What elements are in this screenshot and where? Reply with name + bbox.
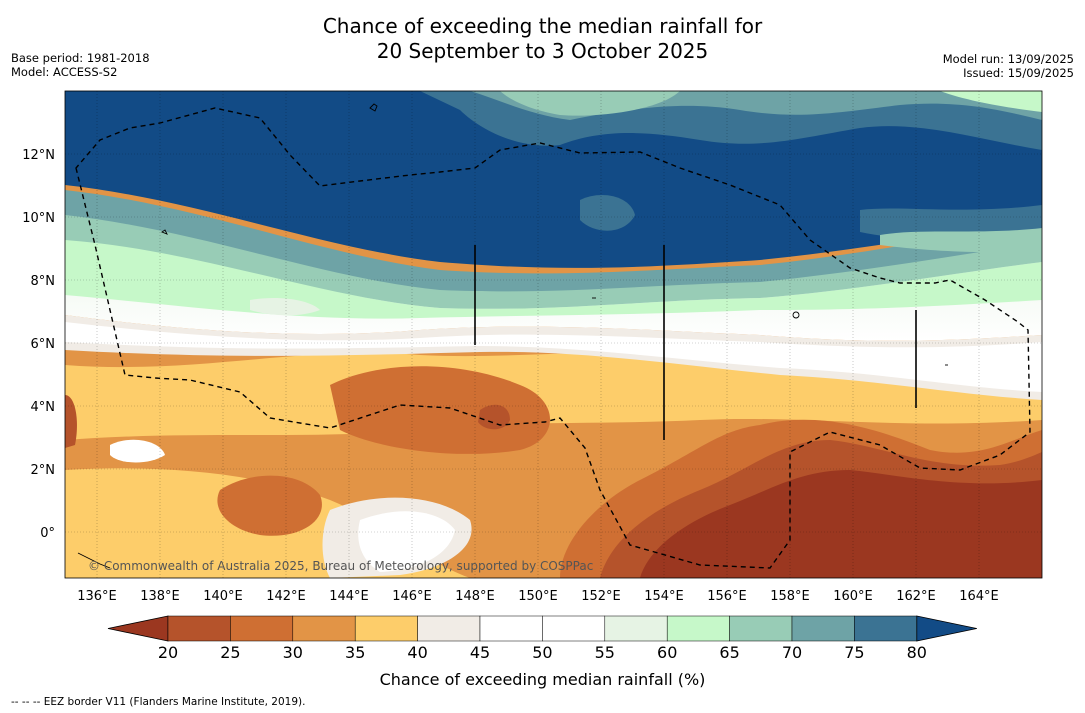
- eez-border: [75, 107, 1031, 569]
- colorbar-tick: 45: [470, 643, 490, 662]
- model-run: Model run: 13/09/2025: [942, 52, 1074, 66]
- lon-label: 152°E: [581, 589, 621, 604]
- colorbar-segment: [666, 615, 730, 642]
- colorbar-tick: 20: [158, 643, 178, 662]
- colorbar-tick: 60: [657, 643, 677, 662]
- chart-title: Chance of exceeding the median rainfall …: [0, 14, 1085, 64]
- colorbar-tick: 40: [407, 643, 427, 662]
- colorbar-segment: [292, 615, 356, 642]
- boundary-segments: [474, 245, 917, 440]
- colorbar-segment: [791, 615, 855, 642]
- colorbar-tick: 30: [283, 643, 303, 662]
- lon-label: 162°E: [896, 589, 936, 604]
- colorbar-segment: [230, 615, 294, 642]
- colorbar-tick: 70: [782, 643, 802, 662]
- colorbar-segment: [854, 615, 918, 642]
- lat-label: 12°N: [22, 148, 55, 163]
- colorbar-tick: 35: [345, 643, 365, 662]
- meta-right: Model run: 13/09/2025 Issued: 15/09/2025: [943, 52, 1074, 80]
- lat-label: 0°: [40, 526, 55, 541]
- model-name: Model: ACCESS-S2: [11, 65, 118, 79]
- island-coastlines: [77, 103, 948, 569]
- lon-label: 142°E: [266, 589, 306, 604]
- colorbar-segment: [729, 615, 793, 642]
- colorbar-segment: [604, 615, 668, 642]
- lat-label: 8°N: [31, 274, 56, 289]
- footnote: -- -- -- EEZ border V11 (Flanders Marine…: [11, 696, 306, 708]
- colorbar-tick: 75: [844, 643, 864, 662]
- base-period: Base period: 1981-2018: [11, 51, 150, 65]
- lon-label: 138°E: [140, 589, 180, 604]
- colorbar-segment: [417, 615, 481, 642]
- lon-label: 146°E: [392, 589, 432, 604]
- title-line-1: Chance of exceeding the median rainfall …: [322, 14, 763, 38]
- colorbar-tick: 65: [719, 643, 739, 662]
- colorbar-label: Chance of exceeding median rainfall (%): [379, 670, 706, 689]
- lon-label: 150°E: [518, 589, 558, 604]
- colorbar-tick: 50: [532, 643, 552, 662]
- lat-label: 4°N: [31, 400, 56, 415]
- colorbar: [107, 615, 977, 642]
- colorbar-tick: 55: [595, 643, 615, 662]
- issued-date: Issued: 15/09/2025: [963, 66, 1074, 80]
- lon-label: 156°E: [707, 589, 747, 604]
- colorbar-ticks: 20 25 30 35 40 45 50 55 60 65 70 75 80: [158, 643, 927, 662]
- lon-label: 144°E: [329, 589, 369, 604]
- colorbar-segment: [167, 615, 231, 642]
- lon-label: 148°E: [455, 589, 495, 604]
- lon-label: 164°E: [959, 589, 999, 604]
- colorbar-segment: [479, 615, 543, 642]
- lon-label: 158°E: [770, 589, 810, 604]
- lon-label: 140°E: [203, 589, 243, 604]
- gridlines: [65, 91, 1042, 578]
- copyright-text: © Commonwealth of Australia 2025, Bureau…: [88, 559, 593, 573]
- colorbar-segment: [542, 615, 606, 642]
- colorbar-tick: 25: [220, 643, 240, 662]
- lat-label: 6°N: [31, 337, 56, 352]
- colorbar-tick: 80: [907, 643, 927, 662]
- rainfall-field: [65, 91, 1042, 578]
- lon-labels: 136°E 138°E 140°E 142°E 144°E 146°E 148°…: [77, 589, 999, 604]
- lon-label: 154°E: [644, 589, 684, 604]
- lat-label: 10°N: [22, 211, 55, 226]
- colorbar-extend-low: [107, 615, 169, 642]
- colorbar-segment: [354, 615, 418, 642]
- title-line-2: 20 September to 3 October 2025: [376, 39, 709, 63]
- lat-label: 2°N: [31, 463, 56, 478]
- lon-label: 136°E: [77, 589, 117, 604]
- colorbar-extend-high: [916, 615, 977, 642]
- meta-left: Base period: 1981-2018 Model: ACCESS-S2: [11, 51, 150, 79]
- lon-label: 160°E: [833, 589, 873, 604]
- map-frame: [64, 90, 1043, 579]
- lat-labels: 12°N 10°N 8°N 6°N 4°N 2°N 0°: [22, 148, 55, 541]
